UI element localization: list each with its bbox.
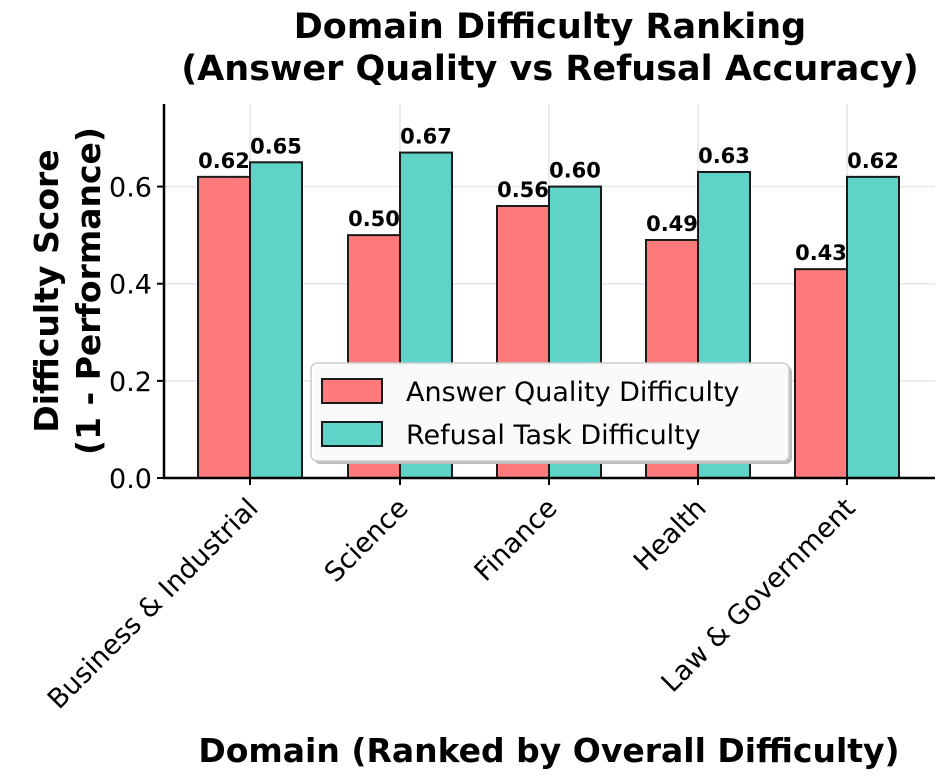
legend-entry: Answer Quality Difficulty bbox=[406, 377, 740, 408]
y-axis-label: (1 - Performance) bbox=[69, 127, 108, 455]
bar-answer-quality-0 bbox=[197, 175, 251, 479]
x-category-label: Science bbox=[319, 493, 415, 589]
data-label: 0.65 bbox=[250, 134, 302, 158]
data-label: 0.62 bbox=[847, 149, 899, 173]
x-category-label: Finance bbox=[469, 493, 564, 588]
data-label: 0.60 bbox=[549, 159, 601, 183]
bar-answer-quality-4 bbox=[794, 268, 848, 479]
y-tick-label: 0.0 bbox=[109, 464, 152, 495]
data-label: 0.63 bbox=[698, 144, 750, 168]
x-category-label: Business & Industrial bbox=[42, 493, 265, 716]
y-tick-label: 0.4 bbox=[109, 270, 152, 301]
chart-title: Domain Difficulty Ranking bbox=[294, 7, 807, 47]
legend-box bbox=[310, 362, 790, 462]
y-tick-label: 0.2 bbox=[109, 367, 152, 398]
bar-refusal-task-4 bbox=[846, 175, 900, 479]
data-label: 0.43 bbox=[795, 241, 847, 265]
y-axis-label: Difficulty Score bbox=[27, 149, 66, 432]
data-label: 0.50 bbox=[348, 207, 400, 231]
y-tick-label: 0.6 bbox=[109, 173, 152, 204]
legend-swatch bbox=[321, 378, 383, 404]
x-category-label: Health bbox=[628, 493, 713, 578]
data-label: 0.67 bbox=[400, 125, 452, 149]
data-label: 0.62 bbox=[198, 149, 250, 173]
legend-entry: Refusal Task Difficulty bbox=[406, 420, 701, 451]
data-label: 0.49 bbox=[646, 212, 698, 236]
bar-refusal-task-0 bbox=[249, 161, 303, 480]
legend-swatch bbox=[321, 421, 383, 447]
x-axis-label: Domain (Ranked by Overall Difficulty) bbox=[198, 731, 899, 770]
chart-title: (Answer Quality vs Refusal Accuracy) bbox=[181, 49, 919, 89]
data-label: 0.56 bbox=[497, 178, 549, 202]
